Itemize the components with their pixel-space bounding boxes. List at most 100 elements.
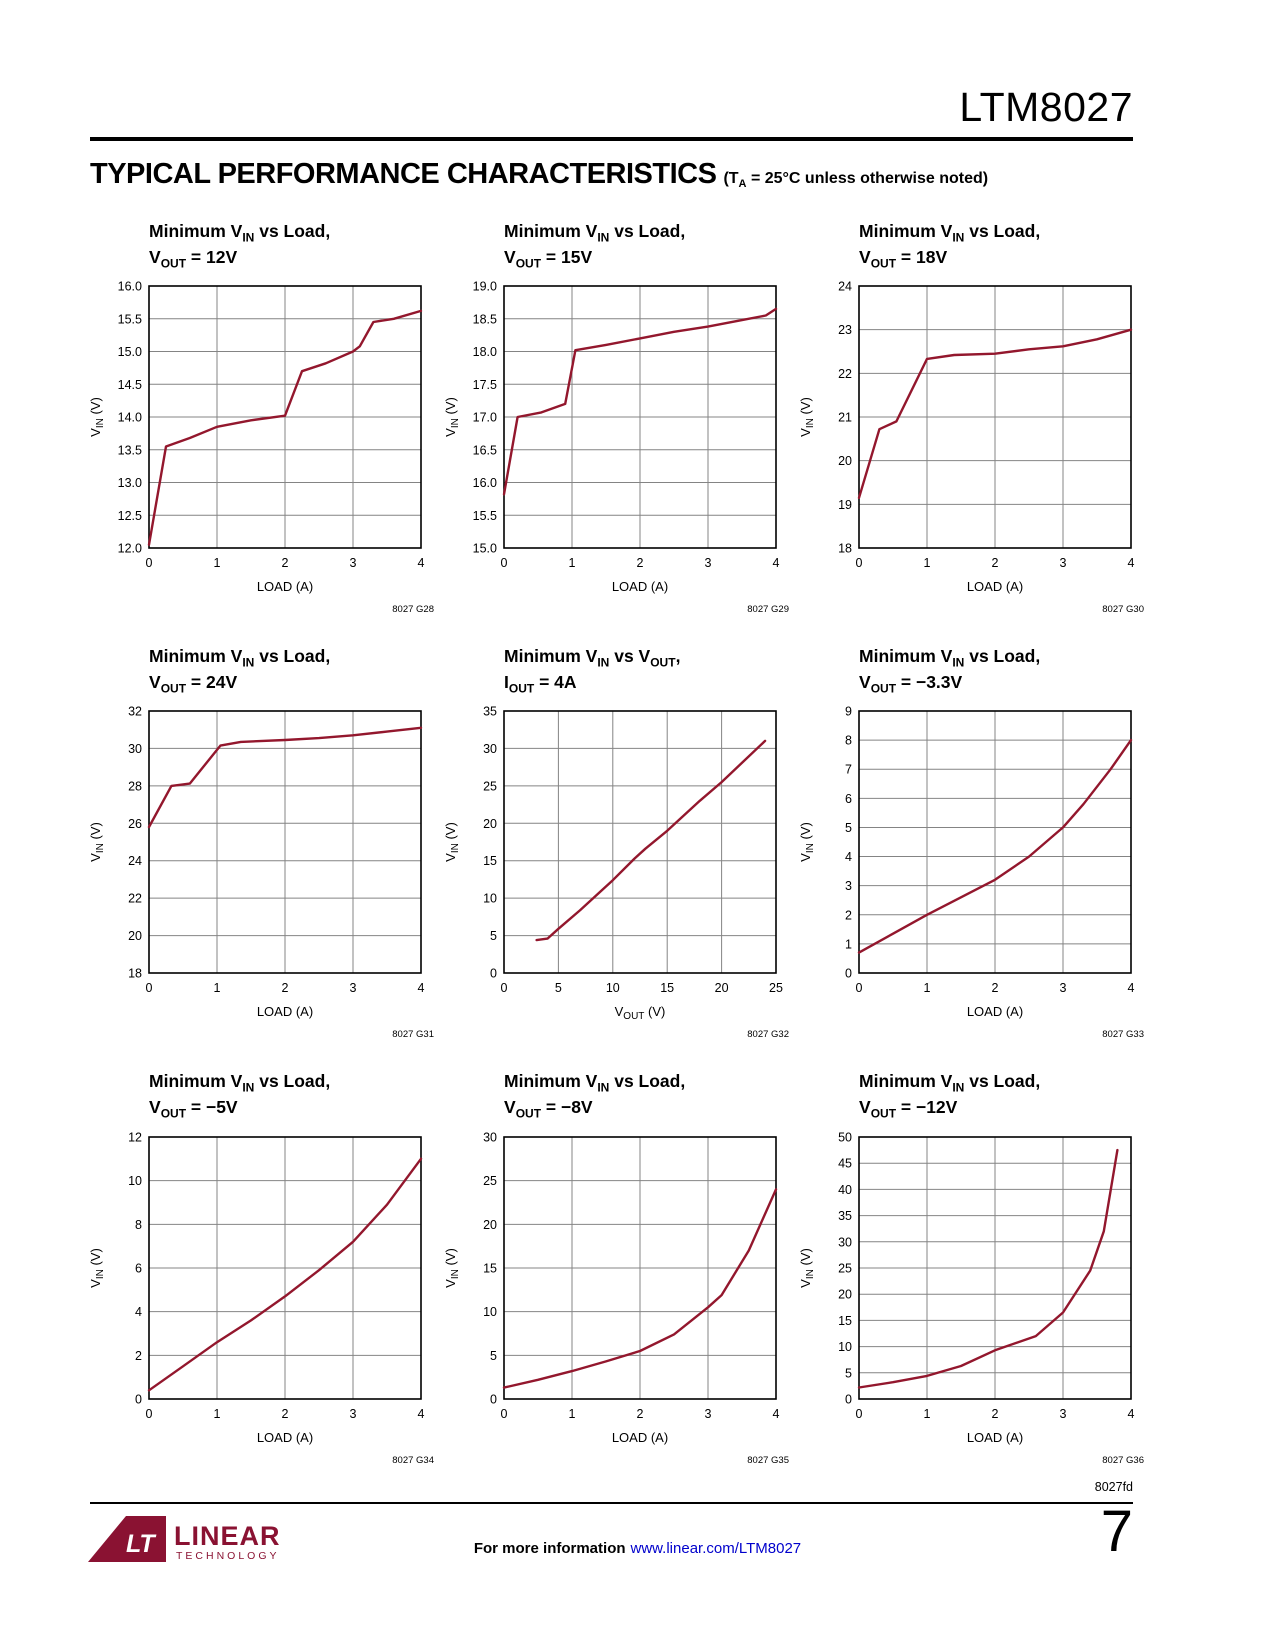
y-tick-label: 22: [128, 892, 142, 906]
y-tick-label: 45: [838, 1156, 852, 1170]
x-tick-label: 4: [773, 556, 780, 570]
y-tick-label: 25: [483, 780, 497, 794]
x-tick-label: 20: [715, 981, 729, 995]
y-tick-label: 10: [483, 892, 497, 906]
y-tick-label: 30: [483, 1130, 497, 1144]
y-axis-label: VIN (V): [88, 823, 106, 863]
y-tick-label: 8: [135, 1217, 142, 1231]
x-tick-label: 0: [501, 1407, 508, 1421]
x-tick-label: 3: [1060, 1407, 1067, 1421]
y-tick-label: 23: [838, 323, 852, 337]
chart-title-line2: VOUT = −3.3V: [859, 672, 963, 696]
y-tick-label: 28: [128, 780, 142, 794]
y-tick-label: 20: [838, 454, 852, 468]
chart-id-label: 8027 G32: [747, 1029, 789, 1041]
x-tick-label: 4: [1128, 1407, 1135, 1421]
y-tick-label: 5: [490, 929, 497, 943]
y-axis-label: VIN (V): [443, 397, 461, 437]
x-tick-label: 2: [282, 981, 289, 995]
footer-info-text: For more information: [473, 1540, 626, 1557]
curve-line: [147, 726, 423, 829]
x-tick-label: 2: [282, 1407, 289, 1421]
y-tick-label: 32: [128, 705, 142, 719]
curve-line: [147, 1157, 423, 1392]
y-tick-label: 20: [128, 929, 142, 943]
chart-title-line1: Minimum VIN vs Load,: [504, 221, 686, 245]
chart-title-line1: Minimum VIN vs VOUT,: [504, 646, 681, 670]
y-tick-label: 30: [838, 1235, 852, 1249]
x-tick-label: 0: [856, 981, 863, 995]
x-axis-label: LOAD (A): [967, 579, 1023, 594]
y-axis-label: VIN (V): [798, 823, 816, 863]
chart-id-label: 8027 G35: [747, 1454, 789, 1466]
charts-grid: Minimum VIN vs Load, VOUT = 12V 0 1 2 3 4 12.…: [85, 220, 1150, 1466]
y-tick-label: 16.0: [473, 476, 497, 490]
logo-mark-text: LT: [126, 1530, 157, 1558]
x-tick-label: 2: [992, 981, 999, 995]
y-tick-label: 18.0: [473, 345, 497, 359]
chart-cell: Minimum VIN vs Load, VOUT = 15V 0 1 2 3 4 15.…: [440, 220, 795, 615]
y-tick-label: 14.0: [118, 411, 142, 425]
footer-rule: [90, 1502, 1133, 1504]
chart-id-label: 8027 G33: [1102, 1029, 1144, 1041]
x-tick-label: 1: [569, 556, 576, 570]
plot-border: [148, 710, 422, 975]
y-tick-label: 2: [135, 1348, 142, 1362]
chart-plot: 0 1 2 3 4 0 1 2 3 4 5 6 7 8 9 LOAD (A) VIN (V): [798, 705, 1135, 1020]
y-axis-label: VIN (V): [443, 823, 461, 863]
logo-sub-text: TECHNOLOGY: [176, 1550, 280, 1562]
chart-title-line2: VOUT = 12V: [149, 247, 238, 271]
y-tick-label: 0: [135, 1392, 142, 1406]
x-tick-label: 0: [146, 1407, 153, 1421]
chart-title: Minimum VIN vs Load, VOUT = −3.3V: [859, 645, 1150, 697]
x-tick-label: 4: [418, 981, 425, 995]
lt-logo-graphic: LT LINEAR TECHNOLOGY: [88, 1516, 280, 1562]
x-axis-label: LOAD (A): [612, 579, 668, 594]
x-tick-label: 4: [1128, 556, 1135, 570]
chart-title: Minimum VIN vs Load, VOUT = 24V: [149, 645, 440, 697]
chart-title-line1: Minimum VIN vs Load,: [504, 1071, 686, 1095]
x-tick-label: 1: [924, 981, 931, 995]
plot-border: [858, 710, 1132, 975]
y-tick-label: 6: [845, 792, 852, 806]
chart-cell: Minimum VIN vs Load, VOUT = 24V 0 1 2 3 4 18 2…: [85, 645, 440, 1040]
y-tick-label: 15.5: [118, 312, 142, 326]
y-tick-label: 0: [490, 1392, 497, 1406]
x-tick-label: 2: [637, 1407, 644, 1421]
chart-title: Minimum VIN vs VOUT, IOUT = 4A: [504, 645, 795, 697]
y-tick-label: 4: [135, 1305, 142, 1319]
plot-border: [503, 285, 777, 549]
y-tick-label: 15.0: [473, 542, 497, 556]
chart-plot: 0 1 2 3 4 0 5 10 15 20 25 30 LOAD (A) VIN (V): [443, 1130, 780, 1445]
y-tick-label: 10: [128, 1174, 142, 1188]
plot-border: [858, 1135, 1132, 1400]
chart-cell: Minimum VIN vs VOUT, IOUT = 4A 0 5 10 15 20 2…: [440, 645, 795, 1040]
curve-line: [857, 328, 1133, 500]
chart-plot: 0 1 2 3 4 18 20 22 24 26 28 30 32 LOAD (A) VIN (V): [88, 705, 425, 1020]
x-axis-label: LOAD (A): [967, 1430, 1023, 1445]
y-tick-label: 15.5: [473, 509, 497, 523]
y-tick-label: 25: [838, 1261, 852, 1275]
x-tick-label: 4: [773, 1407, 780, 1421]
chart-title: Minimum VIN vs Load, VOUT = −5V: [149, 1070, 440, 1122]
y-tick-label: 25: [483, 1174, 497, 1188]
y-tick-label: 15: [838, 1313, 852, 1327]
x-axis-label: LOAD (A): [257, 1430, 313, 1445]
chart-title-line2: VOUT = 18V: [859, 247, 948, 271]
y-tick-label: 18.5: [473, 312, 497, 326]
curve-line: [502, 1187, 778, 1389]
chart-id-label: 8027 G28: [392, 604, 434, 616]
x-tick-label: 2: [992, 556, 999, 570]
footer-link[interactable]: www.linear.com/LTM8027: [630, 1540, 802, 1557]
y-tick-label: 3: [845, 880, 852, 894]
y-tick-label: 12.5: [118, 509, 142, 523]
x-axis-label: LOAD (A): [612, 1430, 668, 1445]
x-tick-label: 3: [1060, 556, 1067, 570]
y-tick-label: 15.0: [118, 345, 142, 359]
y-tick-label: 6: [135, 1261, 142, 1275]
plot-border: [148, 1135, 422, 1400]
y-tick-label: 5: [845, 821, 852, 835]
